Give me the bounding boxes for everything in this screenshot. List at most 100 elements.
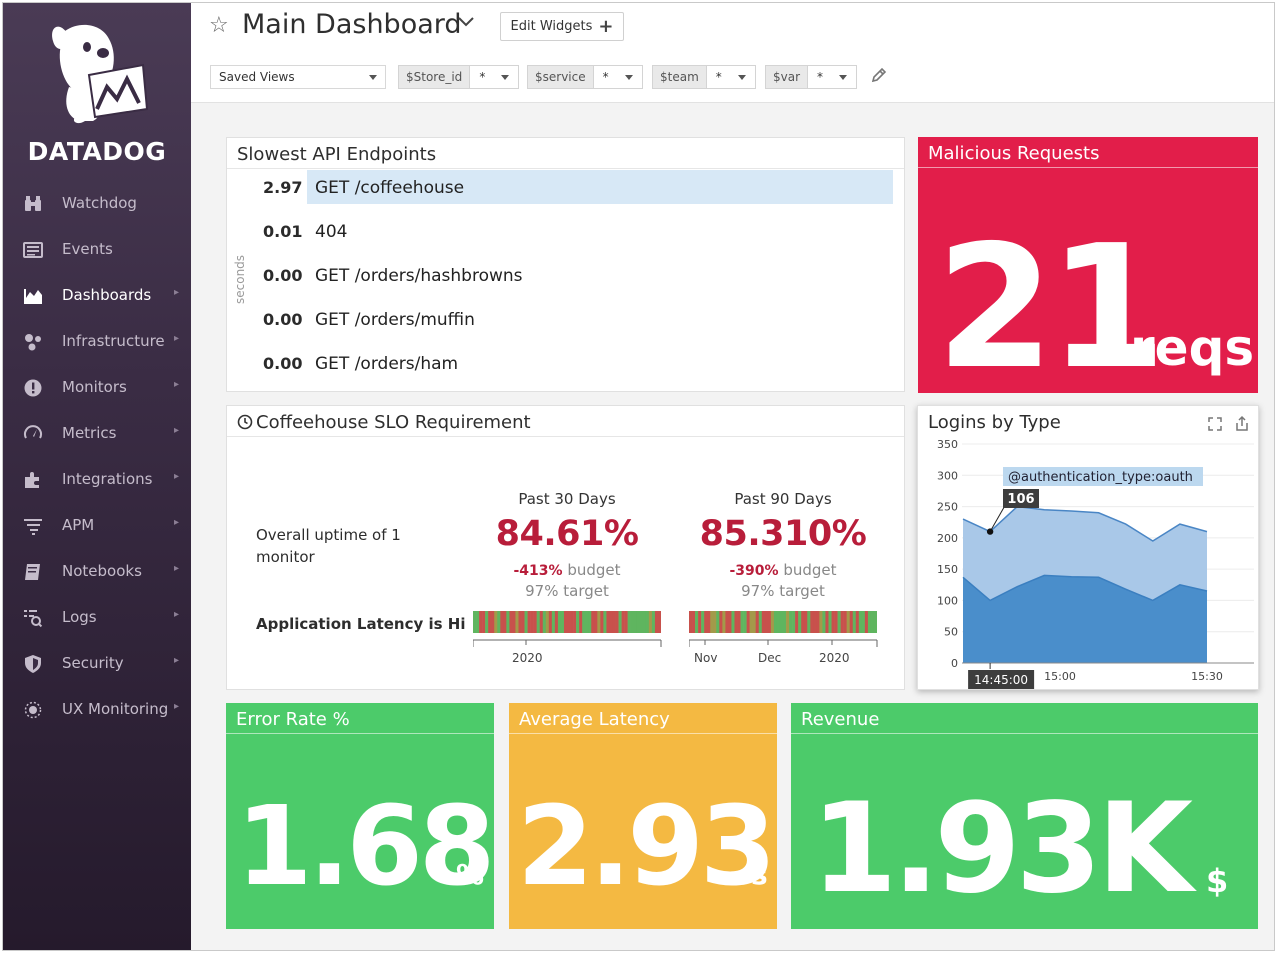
uptime-segment xyxy=(621,611,625,633)
endpoint-row[interactable]: 0.00 GET /orders/hashbrowns xyxy=(227,258,904,292)
tooltip-series-label: @authentication_type:oauth xyxy=(1008,470,1193,485)
uptime-segment xyxy=(588,611,592,633)
ux-monitoring-icon xyxy=(23,700,43,720)
pencil-edit-icon[interactable] xyxy=(870,66,888,84)
sidebar-item-apm[interactable]: APM ▸ xyxy=(3,503,191,549)
sidebar-item-watchdog[interactable]: Watchdog xyxy=(3,181,191,227)
area-series-1[interactable] xyxy=(963,575,1207,663)
uptime-segment xyxy=(479,611,483,633)
sidebar-item-integrations[interactable]: Integrations ▸ xyxy=(3,457,191,503)
uptime-segment xyxy=(758,611,763,633)
budget-text: budget xyxy=(783,561,837,579)
widget-title: Slowest API Endpoints xyxy=(237,144,437,165)
endpoint-row[interactable]: 2.97 GET /coffeehouse xyxy=(227,170,904,204)
sidebar-item-label: APM xyxy=(62,516,95,534)
caret-down-icon xyxy=(839,75,848,80)
uptime-segment xyxy=(576,611,580,633)
variable-value-select[interactable]: * xyxy=(706,65,756,89)
uptime-segment xyxy=(864,611,869,633)
clock-icon xyxy=(237,414,253,430)
template-variable-team[interactable]: $team * xyxy=(652,65,756,89)
variable-value-select[interactable]: * xyxy=(470,65,520,89)
endpoint-value: 0.00 xyxy=(263,266,303,285)
sidebar-item-label: Metrics xyxy=(62,424,117,442)
variable-name: $service xyxy=(527,65,594,89)
uptime-segment xyxy=(855,611,860,633)
uptime-segment xyxy=(530,611,534,633)
sidebar-item-logs[interactable]: Logs ▸ xyxy=(3,595,191,641)
uptime-segment xyxy=(554,611,559,633)
uptime-segment xyxy=(518,611,522,633)
uptime-segment xyxy=(582,611,586,633)
chevron-down-icon[interactable] xyxy=(457,15,475,29)
uptime-segment xyxy=(506,611,510,633)
sidebar-item-ux-monitoring[interactable]: UX Monitoring ▸ xyxy=(3,687,191,733)
uptime-segment xyxy=(725,611,729,633)
sidebar-item-metrics[interactable]: Metrics ▸ xyxy=(3,411,191,457)
template-variable-var[interactable]: $var * xyxy=(765,65,858,89)
uptime-segment xyxy=(716,611,720,633)
uptime-segment xyxy=(767,611,772,633)
sidebar-item-security[interactable]: Security ▸ xyxy=(3,641,191,687)
endpoint-row[interactable]: 0.00 GET /orders/muffin xyxy=(227,302,904,336)
uptime-segment xyxy=(636,611,641,633)
saved-views-select[interactable]: Saved Views xyxy=(210,65,386,89)
uptime-segment xyxy=(813,611,817,633)
template-variable-store-id[interactable]: $Store_id * xyxy=(398,65,520,89)
variable-value-select[interactable]: * xyxy=(808,65,858,89)
axis-tick-label: 2020 xyxy=(512,651,543,665)
uptime-segment xyxy=(795,611,799,633)
widget-title: Average Latency xyxy=(519,709,670,730)
uptime-segment xyxy=(807,611,811,633)
error-rate-widget: Error Rate % 1.68 % xyxy=(226,703,494,929)
share-export-icon[interactable] xyxy=(1234,415,1250,432)
uptime-segment xyxy=(600,611,604,633)
uptime-segment xyxy=(567,611,571,633)
uptime-segment xyxy=(749,611,753,633)
shield-icon xyxy=(23,654,43,674)
favorite-star-icon[interactable]: ☆ xyxy=(209,13,229,38)
highlight-point[interactable] xyxy=(986,528,994,535)
caret-down-icon xyxy=(369,75,377,80)
sidebar-item-events[interactable]: Events xyxy=(3,227,191,273)
uptime-segment xyxy=(494,611,498,633)
uptime-segment xyxy=(810,611,814,633)
title-divider xyxy=(226,733,494,734)
uptime-segment xyxy=(858,611,863,633)
sidebar-item-notebooks[interactable]: Notebooks ▸ xyxy=(3,549,191,595)
edit-widgets-button[interactable]: Edit Widgets + xyxy=(500,12,624,41)
uptime-segment xyxy=(822,611,826,633)
uptime-segment xyxy=(783,611,787,633)
uptime-segment xyxy=(624,611,628,633)
caret-down-icon xyxy=(737,75,746,80)
uptime-segment xyxy=(786,611,790,633)
sidebar-item-monitors[interactable]: Monitors ▸ xyxy=(3,365,191,411)
alert-circle-icon xyxy=(23,378,43,398)
binoculars-icon xyxy=(23,194,43,214)
uptime-segment xyxy=(722,611,726,633)
uptime-segment xyxy=(719,611,723,633)
endpoint-row[interactable]: 0.00 GET /orders/ham xyxy=(227,346,904,380)
endpoint-row[interactable]: 0.01 404 xyxy=(227,214,904,248)
y-tick-label: 100 xyxy=(937,594,958,607)
template-variable-service[interactable]: $service * xyxy=(527,65,643,89)
sidebar-item-label: Notebooks xyxy=(62,562,142,580)
datadog-logo[interactable]: DATADOG xyxy=(3,17,191,167)
uptime-segment xyxy=(695,611,699,633)
logins-area-chart[interactable]: 0 50 100 150 200 250 300 350 @authentication_typ… xyxy=(918,406,1260,691)
uptime-segment xyxy=(491,611,495,633)
sidebar-item-infrastructure[interactable]: Infrastructure ▸ xyxy=(3,319,191,365)
uptime-segment xyxy=(630,611,635,633)
big-number-unit: reqs xyxy=(1130,319,1255,377)
slo-target: 97% target xyxy=(741,582,825,600)
y-tick-label: 50 xyxy=(944,626,958,639)
uptime-segment xyxy=(485,611,489,633)
expand-icon[interactable] xyxy=(1207,416,1223,432)
uptime-segment xyxy=(521,611,525,633)
sidebar-item-dashboards[interactable]: Dashboards ▸ xyxy=(3,273,191,319)
budget-value: -413% xyxy=(513,563,563,579)
uptime-segment xyxy=(731,611,735,633)
variable-value-select[interactable]: * xyxy=(593,65,643,89)
slo-widget: Coffeehouse SLO Requirement Overall upti… xyxy=(226,405,905,690)
uptime-segment xyxy=(594,611,598,633)
